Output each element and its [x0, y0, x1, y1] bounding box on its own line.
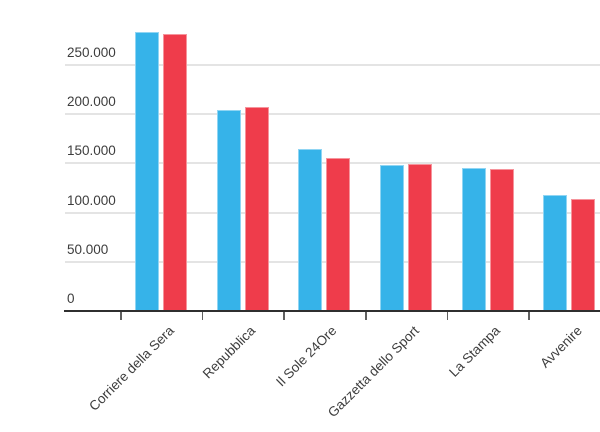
bar-blue-corriere-della-sera[interactable] — [134, 31, 159, 311]
y-axis-label: 50.000 — [67, 241, 109, 257]
bar-blue-gazzetta-dello-sport[interactable] — [379, 165, 404, 311]
bar-red-la-stampa[interactable] — [489, 169, 514, 311]
y-axis-label: 250.000 — [67, 45, 116, 60]
bar-red-corriere-della-sera[interactable] — [162, 33, 187, 311]
x-axis-layer — [40, 16, 600, 416]
x-axis-label-avvenire: Avvenire — [537, 323, 585, 371]
y-axis-label: 100.000 — [67, 192, 116, 208]
y-axis-labels-layer: 0 50.000 100.000 150.000 200.000 250.000 — [40, 16, 600, 416]
gridline-200000 — [65, 113, 600, 116]
bar-red-repubblica[interactable] — [244, 107, 269, 311]
bar-chart: 0 50.000 100.000 150.000 200.000 250.000 Corr… — [40, 16, 600, 416]
x-axis-labels-layer: Corriere della Sera Repubblica Il Sole 24O… — [40, 16, 600, 416]
x-axis-tick — [365, 312, 367, 320]
bar-red-avvenire[interactable] — [571, 198, 596, 311]
bar-red-il-sole-24ore[interactable] — [326, 158, 351, 311]
x-axis-label-la-stampa: La Stampa — [446, 323, 504, 380]
bar-red-gazzetta-dello-sport[interactable] — [407, 164, 432, 311]
x-axis-tick — [120, 312, 122, 320]
bars-layer — [40, 16, 600, 416]
y-axis-label: 200.000 — [67, 94, 116, 110]
x-axis-label-repubblica: Repubblica — [199, 323, 259, 382]
gridline-250000 — [65, 64, 600, 66]
bar-blue-avvenire[interactable] — [543, 194, 568, 311]
x-axis-tick — [283, 312, 285, 320]
y-axis-label: 0 — [67, 291, 75, 306]
x-axis-tick — [446, 312, 449, 320]
bar-blue-il-sole-24ore[interactable] — [298, 148, 323, 311]
x-axis-baseline — [64, 309, 600, 312]
x-axis-label-il-sole-24ore: Il Sole 24Ore — [273, 323, 340, 390]
x-axis-tick — [201, 312, 204, 320]
x-axis-label-gazzetta-dello-sport: Gazzetta dello Sport — [324, 323, 422, 416]
bar-blue-la-stampa[interactable] — [461, 168, 486, 311]
y-axis-label: 150.000 — [67, 143, 116, 159]
x-axis-label-corriere-della-sera: Corriere della Sera — [85, 323, 177, 414]
x-axis-tick — [528, 312, 530, 320]
